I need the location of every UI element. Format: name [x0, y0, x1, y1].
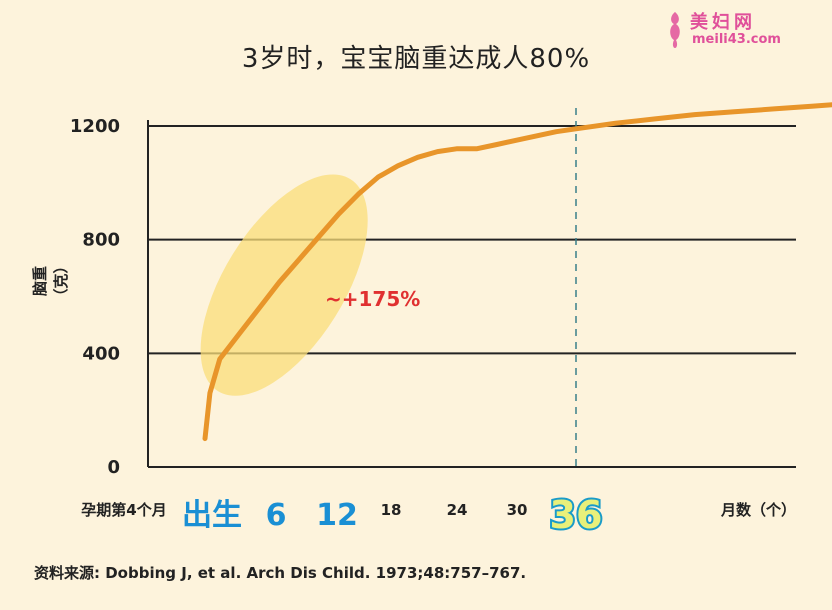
- chart-title: 3岁时，宝宝脑重达成人80%: [241, 44, 591, 74]
- y-tick-label-800: 800: [82, 230, 120, 251]
- watermark-site-url: meili43.com: [692, 32, 781, 47]
- y-axis-label: 脑重（克）: [31, 258, 70, 304]
- annotation-growth: ~+175%: [325, 287, 420, 311]
- x-tick-label-0: 出生: [182, 498, 242, 533]
- x-tick-label-12: 12: [316, 498, 358, 533]
- y-tick-labels: 0 400 800 1200: [70, 116, 120, 478]
- x-tick-label-30: 30: [507, 501, 528, 519]
- x-axis-label-text: 月数（个）: [720, 501, 796, 519]
- y-tick-label-0: 0: [107, 457, 120, 478]
- y-tick-label-400: 400: [82, 343, 120, 364]
- x-tick-label-6: 6: [266, 498, 287, 533]
- series-line: [202, 102, 832, 442]
- watermark-logo-icon: [670, 12, 680, 48]
- x-axis-label: 月数（个）: [720, 501, 796, 519]
- axes: [147, 120, 796, 468]
- watermark: 美妇网 meili43.com: [656, 8, 796, 52]
- x-tick-label-24: 24: [447, 501, 468, 519]
- x-tick-labels: 孕期第4个月 出生 6 12 18 24 30 36: [81, 491, 604, 539]
- x-tick-label-36: 36: [550, 493, 603, 537]
- annotations: ~+175%: [325, 287, 420, 311]
- y-tick-label-1200: 1200: [70, 116, 120, 137]
- watermark-site-name: 美妇网: [690, 12, 756, 33]
- x-tick-label-18: 18: [381, 501, 402, 519]
- x-tick-label-m7: 孕期第4个月: [81, 501, 166, 519]
- source-citation: 资料来源: Dobbing J, et al. Arch Dis Child. …: [34, 564, 527, 582]
- series-brain-weight: [202, 102, 832, 442]
